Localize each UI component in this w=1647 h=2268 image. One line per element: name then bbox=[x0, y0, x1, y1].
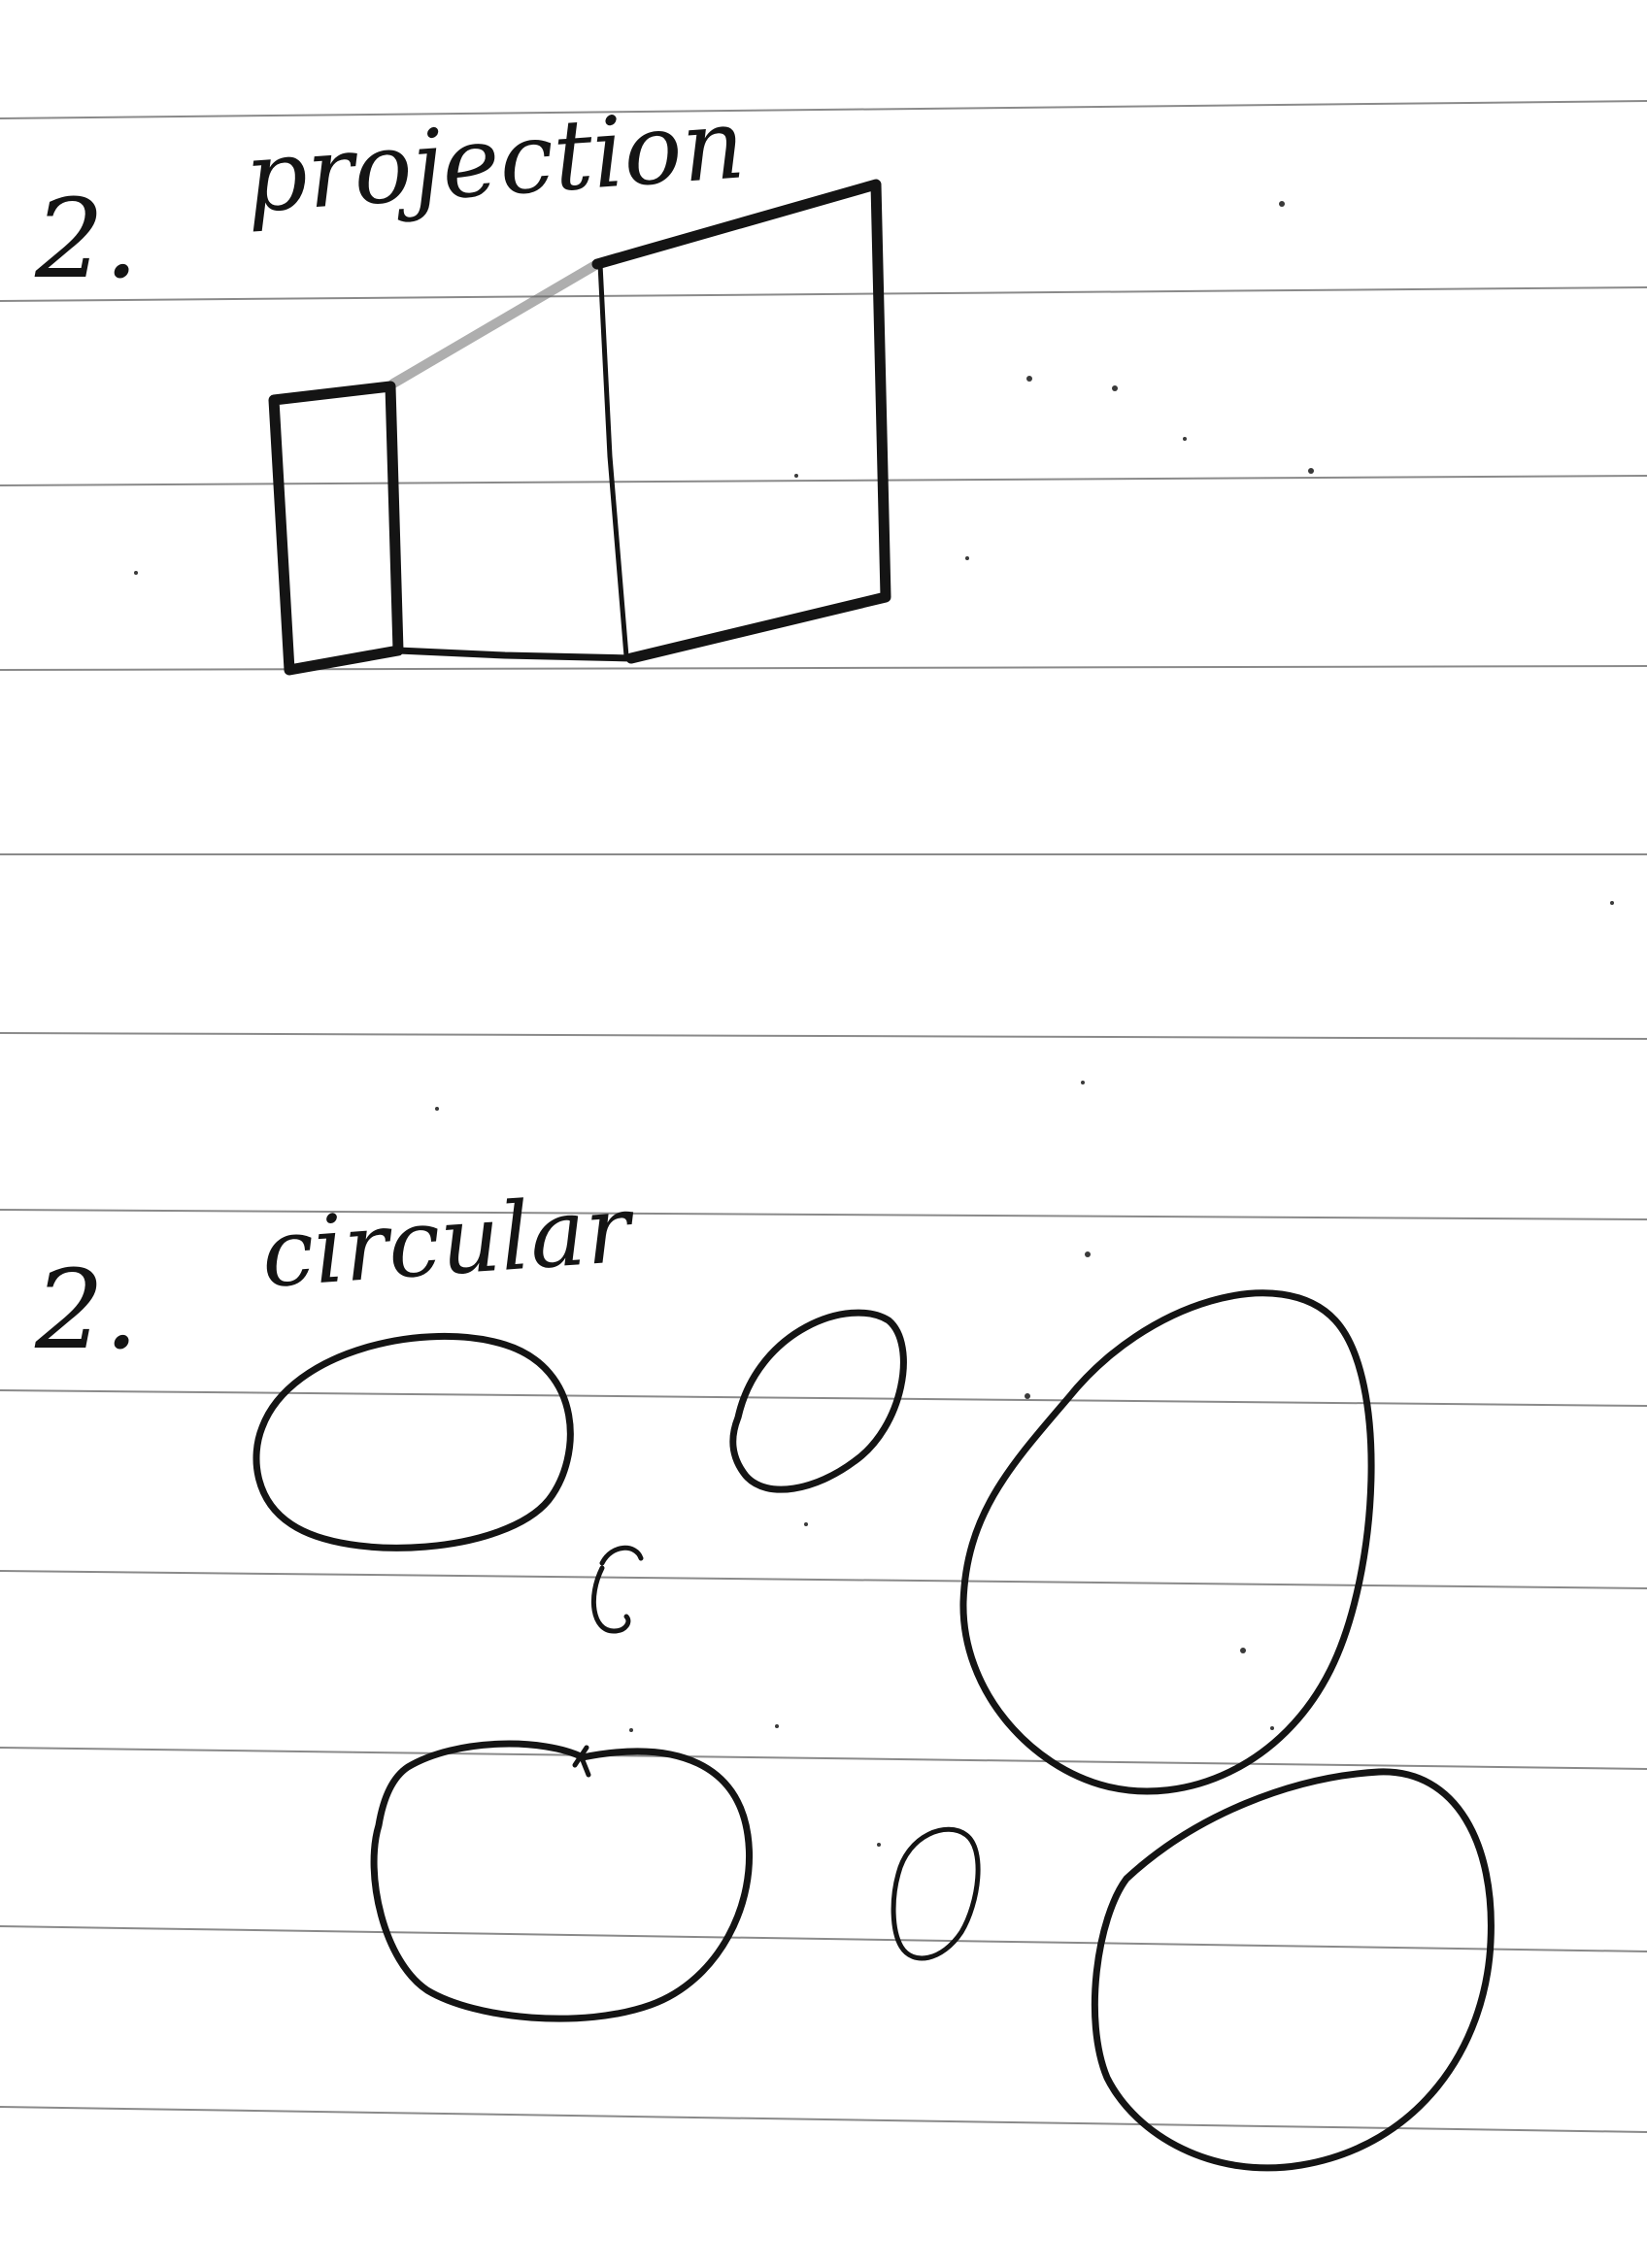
far-face bbox=[591, 179, 891, 664]
ruled-line bbox=[0, 1747, 1647, 1770]
ruled-line bbox=[0, 2106, 1647, 2133]
circles-sketch bbox=[252, 1289, 1495, 2172]
section-heading: circular bbox=[258, 1174, 639, 1309]
section-number: 2. bbox=[34, 177, 139, 303]
ruled-line bbox=[0, 100, 1647, 119]
oval bbox=[891, 1826, 981, 1961]
ruled-lines bbox=[0, 100, 1647, 2133]
ruled-line bbox=[0, 286, 1647, 302]
ruled-line bbox=[0, 1925, 1647, 1952]
oval bbox=[370, 1740, 753, 2022]
near-face bbox=[268, 381, 404, 676]
ruled-line bbox=[0, 1570, 1647, 1589]
section-circular: 2. circular bbox=[34, 1174, 1495, 2172]
ruled-line bbox=[0, 1389, 1647, 1407]
paper-specks bbox=[134, 201, 1614, 1847]
oval bbox=[959, 1289, 1375, 1795]
oval bbox=[590, 1545, 644, 1634]
oval bbox=[729, 1309, 907, 1493]
section-number: 2. bbox=[34, 1248, 139, 1374]
ruled-line bbox=[0, 665, 1647, 671]
ruled-line bbox=[0, 1032, 1647, 1040]
ruled-line bbox=[0, 475, 1647, 486]
section-projection: 2. projection bbox=[34, 86, 891, 676]
section-heading: projection bbox=[242, 86, 749, 235]
oval bbox=[1091, 1768, 1495, 2172]
projection-sketch bbox=[268, 179, 891, 676]
ruled-line bbox=[0, 1209, 1647, 1220]
oval bbox=[252, 1332, 574, 1551]
